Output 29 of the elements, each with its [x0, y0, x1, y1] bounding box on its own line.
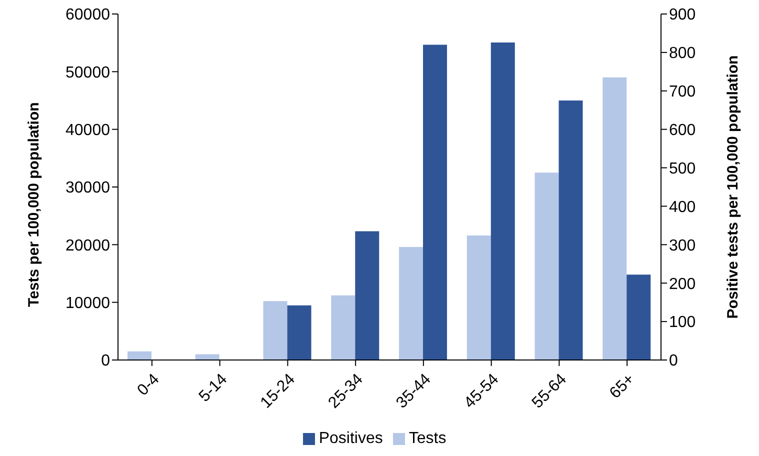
bar	[423, 44, 448, 360]
x-tick-label: 65+	[606, 370, 638, 402]
y2-axis-title: Positive tests per 100,000 population	[724, 55, 742, 319]
y-tick-label: 50000	[66, 64, 110, 82]
bar	[490, 42, 515, 360]
legend-label: Tests	[408, 430, 446, 447]
y-tick-label: 40000	[66, 122, 110, 140]
bar	[626, 274, 651, 360]
y2-tick-label: 600	[669, 122, 696, 140]
bar	[195, 354, 220, 360]
legend-label: Positives	[318, 430, 383, 447]
y-axis-title: Tests per 100,000 population	[25, 102, 42, 307]
y-tick-label: 20000	[66, 237, 110, 254]
y-tick-label: 0	[101, 352, 110, 370]
y2-tick-label: 800	[669, 45, 696, 62]
y2-tick-label: 100	[669, 314, 696, 332]
bar	[128, 351, 152, 360]
y2-tick-label: 500	[669, 160, 696, 178]
y-tick-label: 60000	[66, 6, 110, 24]
y2-tick-label: 300	[669, 237, 696, 254]
y2-tick-label: 400	[669, 198, 696, 216]
y2-tick-label: 0	[669, 352, 678, 370]
x-tick-label: 0-4	[134, 370, 163, 400]
y2-tick-label: 200	[669, 276, 696, 293]
y2-tick-label: 900	[669, 6, 696, 24]
y-tick-label: 30000	[66, 180, 110, 197]
y2-tick-label: 700	[669, 84, 696, 101]
y-tick-label: 10000	[66, 295, 110, 312]
bar	[602, 77, 627, 360]
